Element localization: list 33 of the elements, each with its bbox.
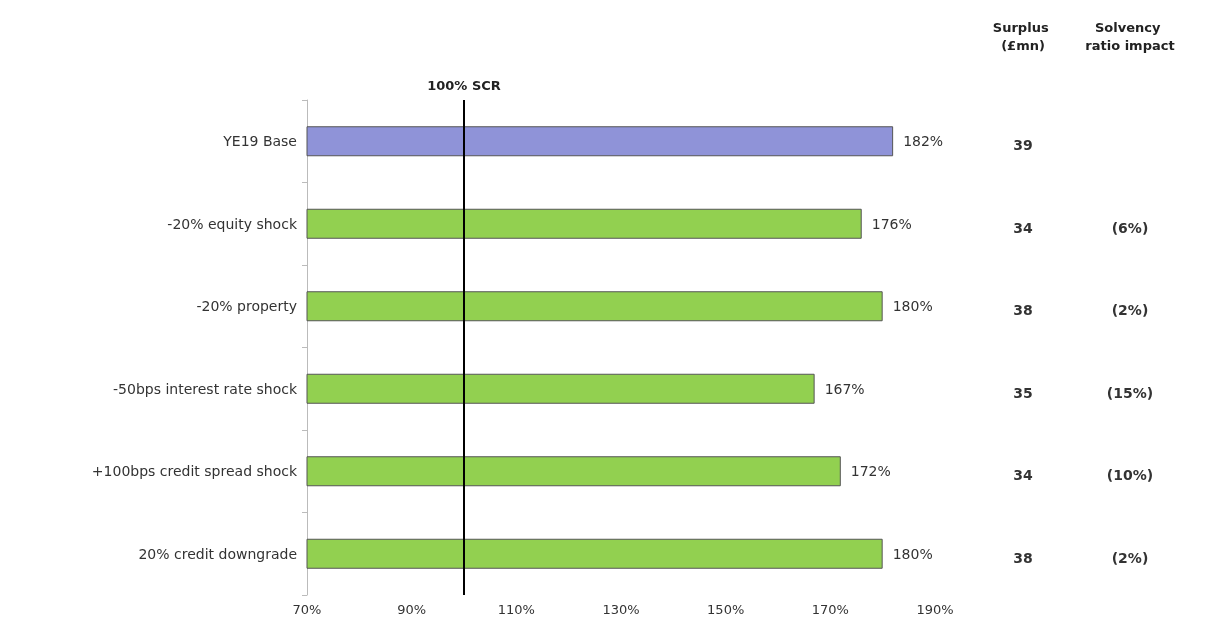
y-tick-label: -50bps interest rate shock [113, 380, 298, 397]
x-tick-label: 170% [811, 602, 849, 617]
y-tick-label: -20% property [196, 298, 297, 315]
text: Surplus (£mn) [992, 19, 1054, 53]
data-label: 176% [871, 215, 912, 232]
x-tick-label: 130% [602, 602, 640, 617]
data-label: 180% [892, 545, 933, 562]
x-tick-label: 190% [916, 602, 954, 617]
text: Solvency ratio impact [1085, 19, 1175, 53]
data-label: 180% [892, 298, 933, 315]
text: (2%) [1111, 549, 1149, 566]
text: 34 [1013, 219, 1033, 236]
data-label: 182% [903, 133, 944, 150]
text: (15%) [1106, 384, 1154, 401]
text: (6%) [1111, 219, 1149, 236]
y-tick-label: YE19 Base [222, 133, 297, 150]
y-tick-label: 20% credit downgrade [138, 545, 297, 562]
ref-line-label: 100% SCR [427, 78, 501, 93]
data-label: 167% [824, 380, 865, 397]
x-tick-label: 110% [497, 602, 535, 617]
y-tick-label: -20% equity shock [167, 215, 298, 232]
text: 34 [1013, 467, 1033, 484]
y-tick-label: +100bps credit spread shock [91, 463, 298, 480]
text: 39 [1013, 137, 1033, 154]
x-tick-label: 90% [397, 602, 427, 617]
text: 35 [1013, 384, 1033, 401]
data-label: 172% [850, 463, 891, 480]
text: 38 [1013, 302, 1033, 319]
x-tick-label: 150% [707, 602, 745, 617]
x-tick-label: 70% [292, 602, 322, 617]
text: (10%) [1106, 467, 1154, 484]
text: (2%) [1111, 302, 1149, 319]
text: 38 [1013, 549, 1033, 566]
